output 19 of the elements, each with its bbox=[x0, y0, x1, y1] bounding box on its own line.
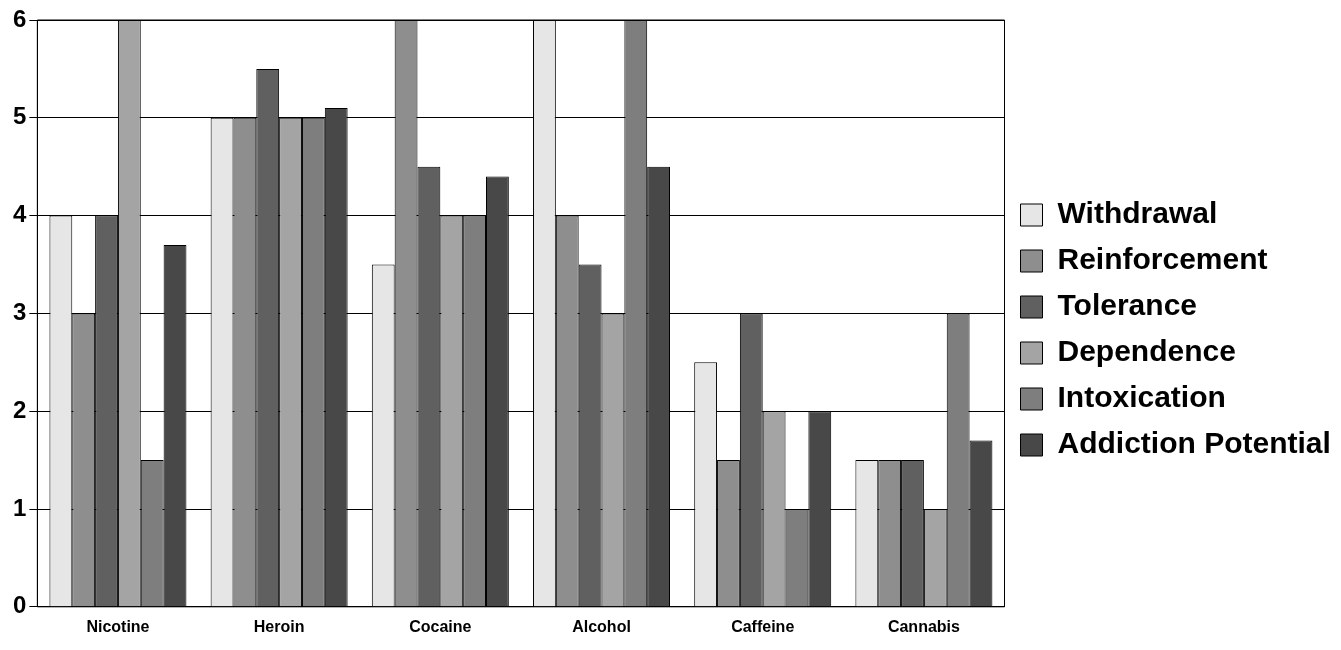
x-tick-label: Cocaine bbox=[409, 617, 472, 635]
legend-label: Dependence bbox=[1057, 334, 1236, 368]
x-tick-label: Heroin bbox=[253, 617, 305, 635]
y-tick-label: 5 bbox=[12, 102, 27, 130]
legend-label: Tolerance bbox=[1057, 288, 1197, 322]
x-tick-label: Caffeine bbox=[731, 617, 795, 635]
x-tick-label: Cannabis bbox=[887, 617, 961, 635]
legend-label: Addiction Potential bbox=[1057, 426, 1331, 460]
legend-label: Reinforcement bbox=[1057, 242, 1268, 276]
x-tick-label: Alcohol bbox=[572, 617, 631, 635]
y-tick-label: 3 bbox=[12, 298, 27, 326]
legend-label: Withdrawal bbox=[1057, 196, 1218, 230]
y-tick-label: 6 bbox=[12, 4, 27, 32]
legend-label: Intoxication bbox=[1057, 380, 1226, 414]
x-tick-label: Nicotine bbox=[86, 617, 150, 635]
y-tick-label: 2 bbox=[12, 395, 27, 423]
y-tick-label: 1 bbox=[12, 493, 27, 521]
y-tick-label: 0 bbox=[12, 591, 27, 619]
y-tick-label: 4 bbox=[12, 200, 27, 228]
